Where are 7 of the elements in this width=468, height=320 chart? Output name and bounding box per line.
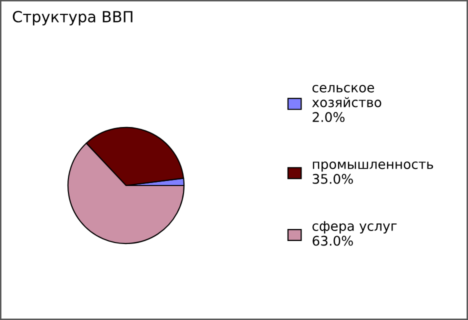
legend-label: сельское хозяйство	[312, 84, 382, 108]
legend-label: сфера услуг	[312, 221, 397, 234]
data-label: 2.0%	[312, 112, 345, 122]
legend-label: промышленность	[312, 162, 434, 172]
data-label: 35.0%	[312, 174, 353, 184]
chart-title: Структура ВВП	[12, 10, 132, 26]
data-label: 63.0%	[312, 236, 353, 246]
